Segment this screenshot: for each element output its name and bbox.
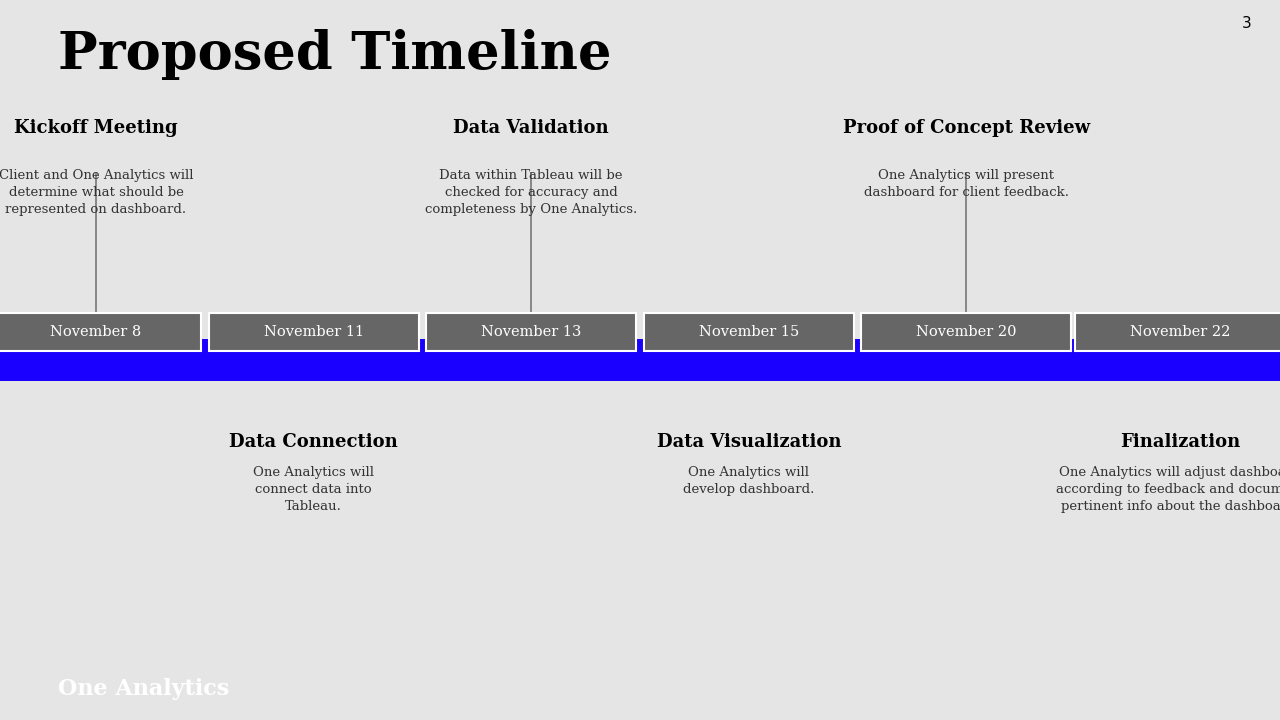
- Bar: [0, 339, 1280, 381]
- Text: November 8: November 8: [50, 325, 142, 338]
- Bar: [644, 312, 854, 351]
- Bar: [426, 312, 636, 351]
- Text: Kickoff Meeting: Kickoff Meeting: [14, 119, 178, 137]
- Text: One Analytics will present
dashboard for client feedback.: One Analytics will present dashboard for…: [864, 169, 1069, 199]
- Text: One Analytics will adjust dashboard
according to feedback and document
pertinent: One Analytics will adjust dashboard acco…: [1056, 466, 1280, 513]
- Text: Data Validation: Data Validation: [453, 119, 609, 137]
- Text: One Analytics will
develop dashboard.: One Analytics will develop dashboard.: [684, 466, 814, 496]
- Text: One Analytics will
connect data into
Tableau.: One Analytics will connect data into Tab…: [253, 466, 374, 513]
- Bar: [861, 312, 1071, 351]
- Text: Data Visualization: Data Visualization: [657, 433, 841, 451]
- Text: Data within Tableau will be
checked for accuracy and
completeness by One Analyti: Data within Tableau will be checked for …: [425, 169, 637, 217]
- Text: Finalization: Finalization: [1120, 433, 1240, 451]
- Text: November 20: November 20: [916, 325, 1016, 338]
- Text: Data Connection: Data Connection: [229, 433, 398, 451]
- Text: Proposed Timeline: Proposed Timeline: [58, 30, 611, 81]
- Text: Proof of Concept Review: Proof of Concept Review: [842, 119, 1091, 137]
- Text: 3: 3: [1242, 17, 1252, 31]
- Text: One Analytics: One Analytics: [58, 678, 229, 701]
- Text: November 15: November 15: [699, 325, 799, 338]
- Text: November 11: November 11: [264, 325, 364, 338]
- Bar: [0, 312, 201, 351]
- Bar: [1075, 312, 1280, 351]
- Bar: [209, 312, 419, 351]
- Text: November 22: November 22: [1130, 325, 1230, 338]
- Text: November 13: November 13: [481, 325, 581, 338]
- Text: Client and One Analytics will
determine what should be
represented on dashboard.: Client and One Analytics will determine …: [0, 169, 193, 217]
